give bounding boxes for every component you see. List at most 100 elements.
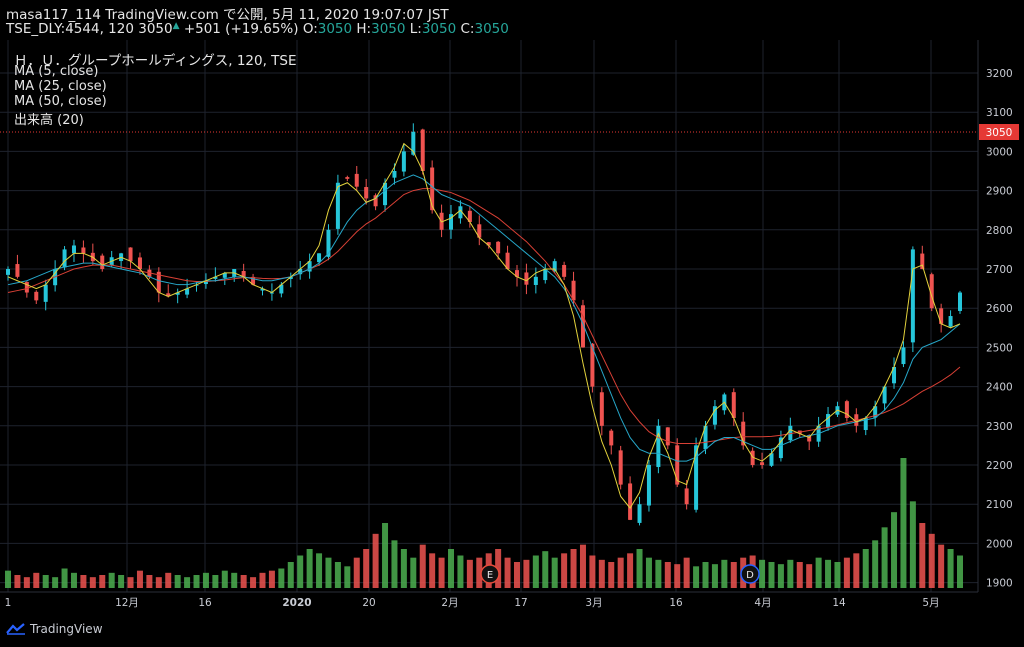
event-marker-circle[interactable]	[740, 564, 760, 584]
y-tick-label: 2600	[986, 303, 1013, 315]
volume-bar	[127, 577, 134, 588]
candle-body	[684, 488, 689, 505]
volume-bar	[363, 549, 370, 588]
y-tick-label: 1900	[986, 578, 1013, 590]
candle-body	[354, 173, 359, 187]
tradingview-logo-icon	[6, 623, 25, 635]
volume-bar	[891, 512, 898, 588]
candle-body	[71, 245, 76, 254]
volume-bar	[438, 557, 445, 588]
volume-bar	[513, 562, 520, 588]
event-marker-circle[interactable]	[480, 564, 500, 584]
volume-bar	[683, 557, 690, 588]
candle-body	[100, 255, 105, 269]
volume-bar	[504, 557, 511, 588]
volume-bar	[240, 575, 247, 588]
open-value: 3050	[317, 21, 353, 37]
volume-bar	[570, 549, 577, 588]
volume-bar	[693, 566, 700, 588]
candle-body	[562, 264, 567, 277]
volume-bar	[297, 555, 304, 588]
candle-body	[712, 406, 717, 425]
candle-body	[156, 271, 161, 293]
candle-body	[533, 276, 538, 285]
volume-bar	[118, 575, 125, 588]
change-text: +501 (+19.65%)	[183, 21, 299, 37]
volume-bar	[250, 577, 257, 588]
candle-body	[929, 274, 934, 309]
volume-bar	[947, 549, 954, 588]
volume-bar	[457, 555, 464, 588]
volume-bar	[777, 564, 784, 588]
candle-body	[731, 392, 736, 418]
candle-body	[580, 305, 585, 348]
x-tick-label: 4月	[754, 597, 771, 609]
candle-body	[185, 288, 190, 295]
x-tick-label: 12月	[115, 597, 139, 609]
candle-body	[618, 450, 623, 485]
candle-body	[958, 292, 962, 311]
volume-bar	[655, 559, 662, 588]
volume-bar	[598, 559, 605, 588]
ohlc-bar: TSE_DLY:4544, 120 3050▲ +501 (+19.65%) O…	[6, 21, 509, 37]
candle-body	[137, 257, 142, 269]
candle-body	[807, 435, 812, 442]
candle-body	[364, 187, 369, 199]
legend-ma25[interactable]: MA (25, close)	[14, 79, 107, 94]
x-tick-label: 1	[5, 597, 12, 609]
candle-body	[543, 269, 548, 281]
tradingview-footer[interactable]: TradingView	[6, 622, 103, 636]
volume-bar	[645, 557, 652, 588]
candle-body	[81, 247, 86, 254]
volume-bar	[33, 572, 40, 588]
candle-body	[335, 182, 340, 229]
legend-ma5[interactable]: MA (5, close)	[14, 64, 99, 79]
candle-body	[844, 401, 849, 418]
volume-bar	[410, 557, 417, 588]
candle-body	[298, 269, 303, 275]
volume-bar	[664, 562, 671, 588]
candle-body	[514, 270, 519, 277]
candle-body	[241, 270, 246, 277]
volume-bar	[89, 577, 96, 588]
legend-ma50[interactable]: MA (50, close)	[14, 94, 107, 109]
candle-body	[260, 288, 265, 291]
candle-body	[901, 347, 906, 365]
y-tick-label: 2100	[986, 499, 1013, 511]
candle-body	[646, 465, 651, 506]
volume-bar	[759, 559, 766, 588]
event-marker-label: E	[487, 570, 493, 581]
ma5-line	[7, 142, 961, 509]
candle-body	[628, 483, 633, 520]
volume-bar	[231, 572, 238, 588]
volume-bar	[212, 575, 219, 588]
candle-body	[505, 252, 510, 269]
low-value: 3050	[421, 21, 457, 37]
candle-body	[477, 224, 482, 238]
high-value: 3050	[371, 21, 406, 37]
volume-bar	[551, 557, 558, 588]
volume-bar	[636, 549, 643, 588]
volume-bar	[579, 544, 586, 588]
volume-bar	[806, 564, 813, 588]
volume-bar	[957, 555, 963, 588]
volume-bar	[787, 559, 794, 588]
x-tick-label: 3月	[585, 597, 602, 609]
x-tick-label: 5月	[922, 597, 939, 609]
volume-bar	[268, 570, 275, 588]
candle-body	[873, 406, 878, 418]
legend-volume[interactable]: 出来高 (20)	[14, 113, 84, 128]
candle-body	[288, 276, 293, 279]
volume-bar	[495, 549, 502, 588]
volume-bar	[702, 562, 709, 588]
volume-bar	[881, 527, 888, 588]
y-tick-label: 2700	[986, 264, 1013, 276]
candle-body	[62, 249, 67, 268]
volume-bar	[608, 562, 615, 588]
candle-body	[778, 437, 783, 459]
event-marker-label: D	[746, 570, 754, 581]
x-tick-label: 2020	[282, 597, 311, 609]
volume-bar	[146, 575, 153, 588]
